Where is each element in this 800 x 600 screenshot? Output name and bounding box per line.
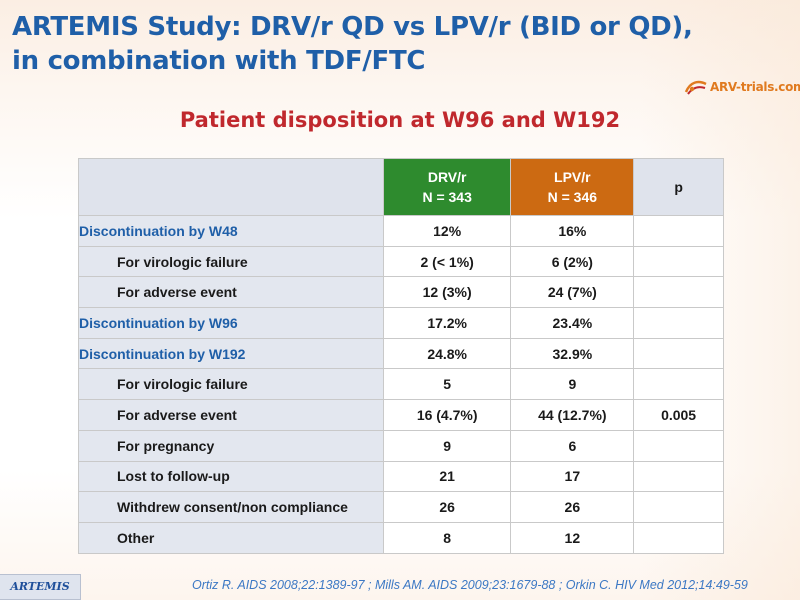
p-value <box>633 491 724 523</box>
drv-header-n: N = 343 <box>422 189 472 205</box>
row-label: Other <box>78 521 384 554</box>
study-tag: ARTEMIS <box>0 574 81 600</box>
row-label: For virologic failure <box>78 368 384 401</box>
table-header-p: p <box>633 158 724 216</box>
table-row: For pregnancy 9 6 <box>78 429 724 462</box>
reference-citation: Ortiz R. AIDS 2008;22:1389-97 ; Mills AM… <box>192 578 748 592</box>
lpv-value: 9 <box>510 368 635 401</box>
p-value <box>633 368 724 401</box>
lpv-value: 26 <box>510 491 635 523</box>
table-header-blank <box>78 158 384 216</box>
slide-title-line-2: in combination with TDF/FTC <box>12 46 426 76</box>
arv-trials-logo-text: ARV-trials.com <box>710 80 800 94</box>
lpv-value: 17 <box>510 460 635 493</box>
drv-value: 9 <box>382 429 512 462</box>
p-value <box>633 276 724 309</box>
slide-subtitle: Patient disposition at W96 and W192 <box>179 108 621 132</box>
p-value <box>633 215 724 247</box>
lpv-value: 12 <box>510 521 635 554</box>
p-value <box>633 307 724 339</box>
row-label: For virologic failure <box>78 245 384 278</box>
drv-value: 12% <box>382 215 512 247</box>
table-row: Other 8 12 <box>78 521 724 554</box>
slide-title: ARTEMIS Study: DRV/r QD vs LPV/r (BID or… <box>12 10 752 78</box>
lpv-value: 16% <box>510 215 635 247</box>
arv-trials-logo: ARV-trials.com <box>684 77 800 97</box>
table-row: For virologic failure 2 (< 1%) 6 (2%) <box>78 245 724 278</box>
table-row: Discontinuation by W192 24.8% 32.9% <box>78 337 724 370</box>
table-row: For adverse event 12 (3%) 24 (7%) <box>78 276 724 309</box>
drv-value: 26 <box>382 491 512 523</box>
p-value <box>633 429 724 462</box>
row-label: For pregnancy <box>78 429 384 462</box>
drv-header-label: DRV/r <box>427 169 467 185</box>
table-body: Discontinuation by W48 12% 16% For virologi… <box>78 215 724 554</box>
lpv-header-label: LPV/r <box>554 169 591 185</box>
table-row: Discontinuation by W96 17.2% 23.4% <box>78 307 724 339</box>
slide-title-line-1: ARTEMIS Study: DRV/r QD vs LPV/r (BID or… <box>12 12 693 42</box>
drv-value: 2 (< 1%) <box>382 245 512 278</box>
row-label: Discontinuation by W96 <box>78 307 384 339</box>
drv-value: 17.2% <box>382 307 512 339</box>
drv-value: 21 <box>382 460 512 493</box>
table-row: Withdrew consent/non compliance 26 26 <box>78 491 724 523</box>
lpv-value: 6 (2%) <box>510 245 635 278</box>
lpv-value: 23.4% <box>510 307 635 339</box>
drv-value: 8 <box>382 521 512 554</box>
arv-trials-logo-icon <box>684 80 707 95</box>
table-row: For virologic failure 5 9 <box>78 368 724 401</box>
p-value <box>633 337 724 370</box>
table-header-lpv: LPV/r N = 346 <box>510 158 635 216</box>
p-value <box>633 460 724 493</box>
lpv-value: 32.9% <box>510 337 635 370</box>
lpv-header-n: N = 346 <box>547 189 598 205</box>
drv-value: 16 (4.7%) <box>382 399 512 431</box>
row-label: Withdrew consent/non compliance <box>78 491 384 523</box>
p-value <box>633 245 724 278</box>
drv-value: 12 (3%) <box>382 276 512 309</box>
row-label: For adverse event <box>78 276 384 309</box>
lpv-value: 24 (7%) <box>510 276 635 309</box>
row-label: Discontinuation by W192 <box>78 337 384 370</box>
row-label: Discontinuation by W48 <box>78 215 384 247</box>
p-value: 0.005 <box>633 399 724 431</box>
table-row: Lost to follow-up 21 17 <box>78 460 724 493</box>
lpv-value: 44 (12.7%) <box>510 399 635 431</box>
row-label: Lost to follow-up <box>78 460 384 493</box>
table-header-row: DRV/r N = 343 LPV/r N = 346 p <box>78 158 724 216</box>
table-header-drv: DRV/r N = 343 <box>382 158 512 216</box>
row-label: For adverse event <box>78 399 384 431</box>
table-row: For adverse event 16 (4.7%) 44 (12.7%) 0.00… <box>78 399 724 431</box>
lpv-value: 6 <box>510 429 635 462</box>
patient-disposition-table: DRV/r N = 343 LPV/r N = 346 p Discontinu… <box>78 158 724 554</box>
drv-value: 24.8% <box>382 337 512 370</box>
p-value <box>633 521 724 554</box>
table-row: Discontinuation by W48 12% 16% <box>78 215 724 247</box>
drv-value: 5 <box>382 368 512 401</box>
